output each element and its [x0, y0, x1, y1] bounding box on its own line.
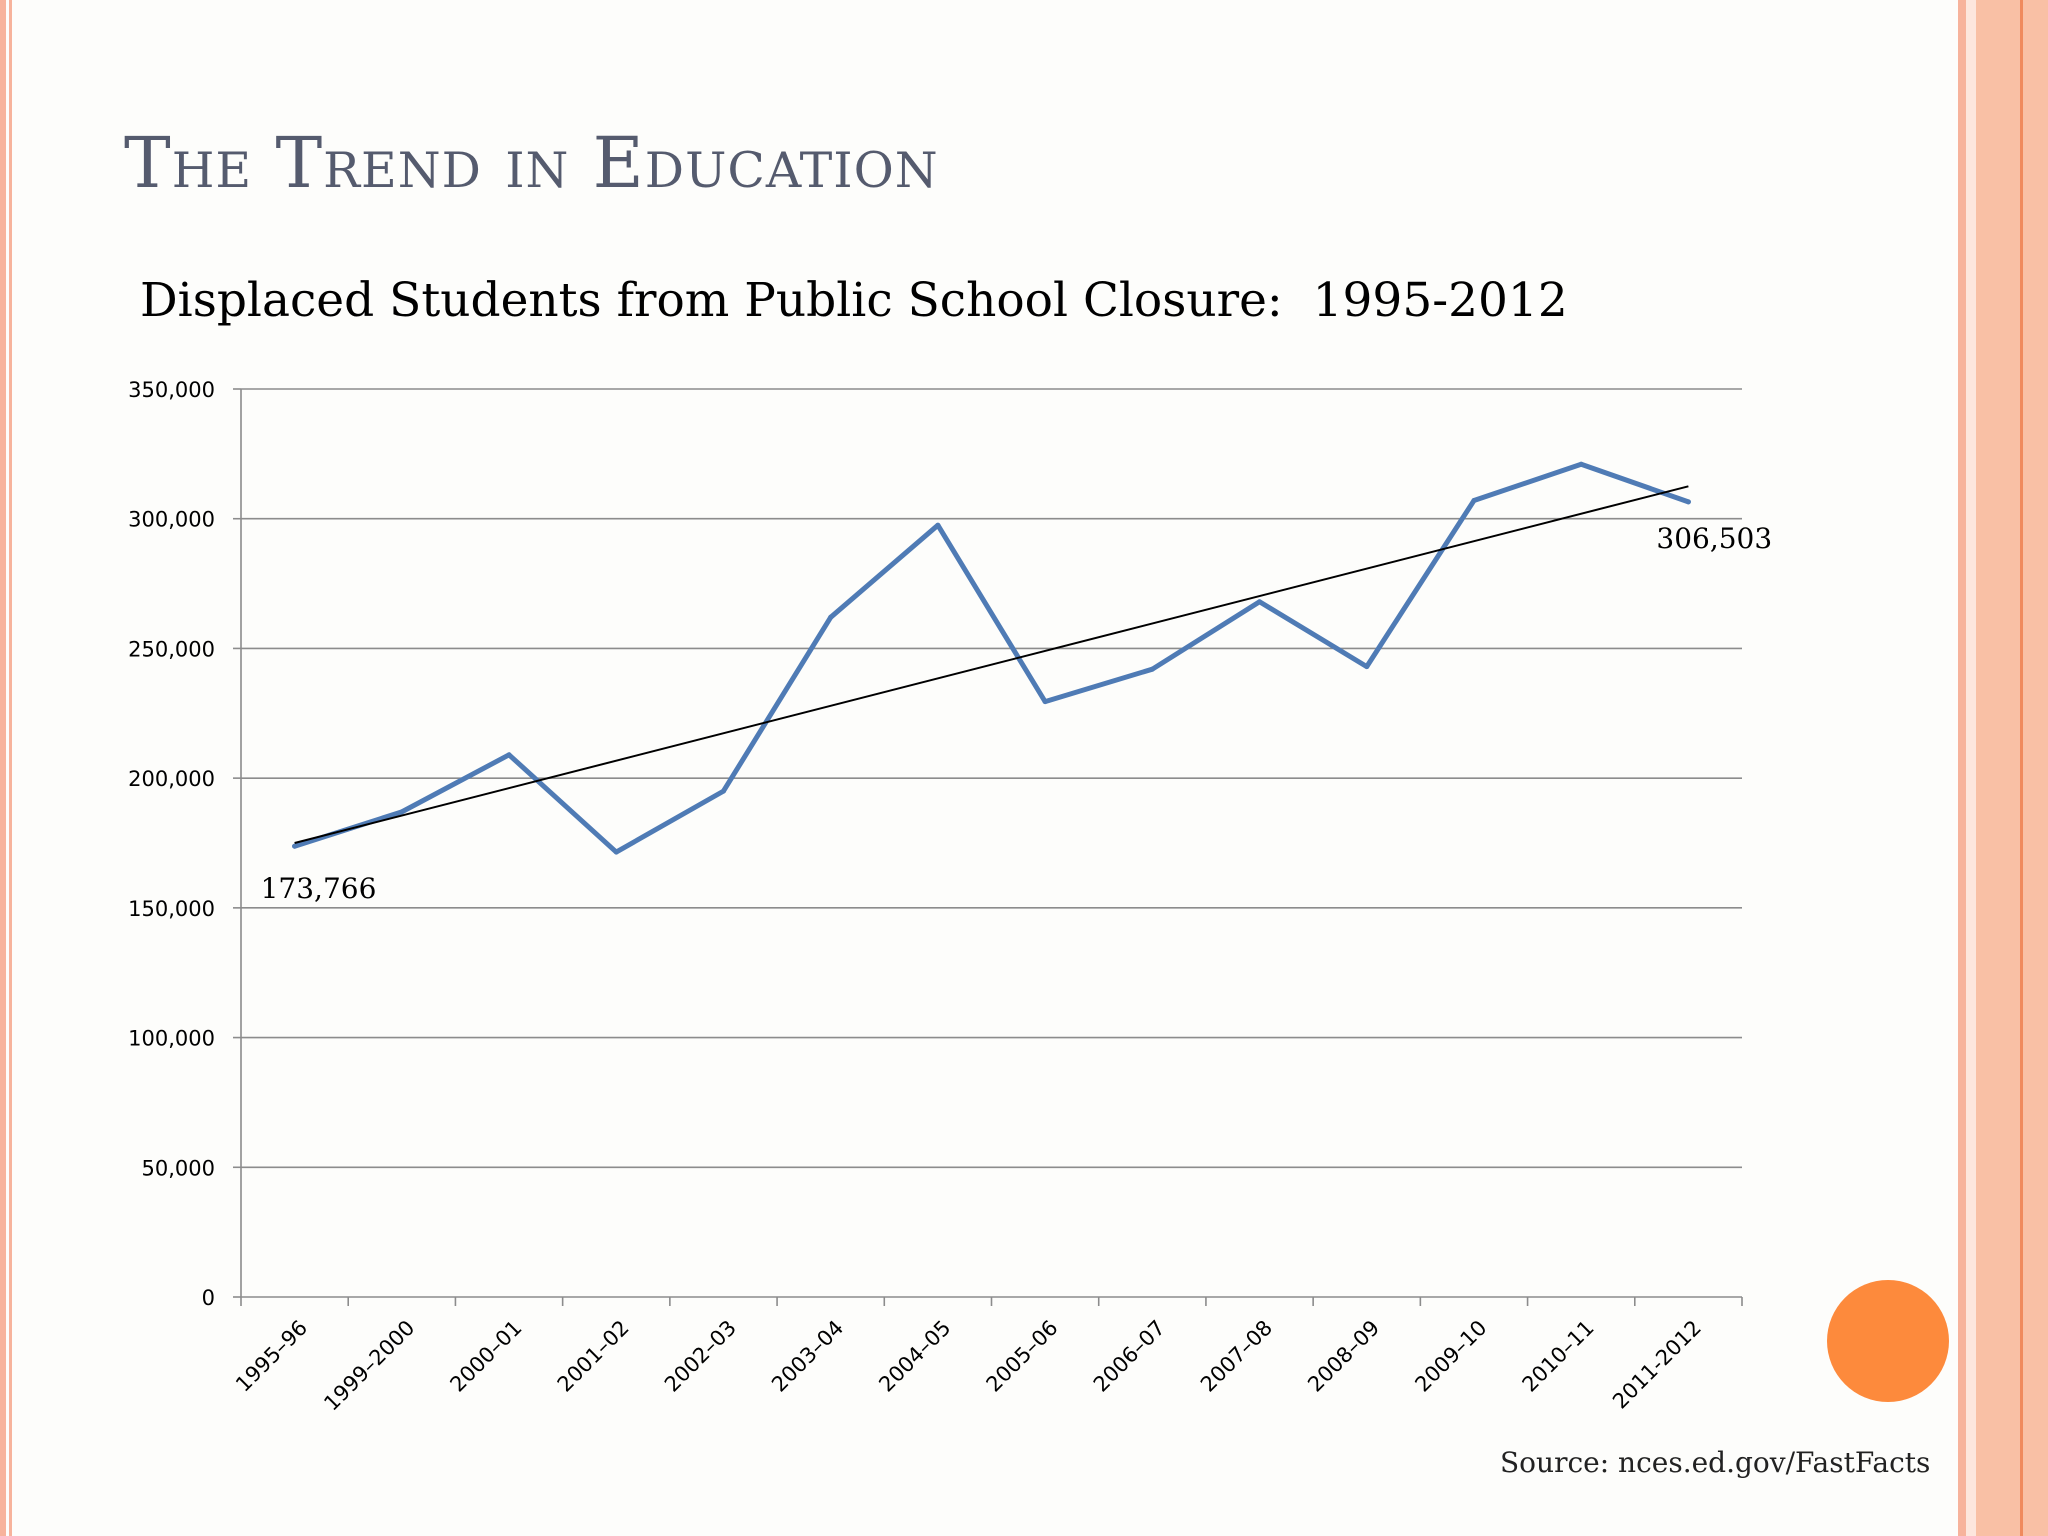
y-tick-label: 300,000: [128, 508, 215, 532]
data-point: [1685, 499, 1691, 505]
y-tick-label: 250,000: [128, 637, 215, 661]
x-tick-label: 2010–11: [1518, 1316, 1599, 1397]
border-stripe: [2023, 0, 2048, 1536]
border-stripe: [1976, 0, 2020, 1536]
data-label-last: 306,503: [1656, 522, 1772, 555]
data-point: [1149, 666, 1155, 672]
data-point: [1471, 498, 1477, 504]
data-point: [935, 522, 941, 528]
border-stripe: [1958, 0, 1966, 1536]
y-tick-labels: 0 50,000 100,000 150,000 200,000 250,000 300,0…: [128, 378, 215, 1310]
x-tick-label: 2008–09: [1303, 1316, 1384, 1397]
series-layer: [292, 461, 1691, 855]
data-label-first: 173,766: [261, 872, 377, 905]
border-stripe: [1966, 0, 1976, 1536]
y-tick-label: 200,000: [128, 767, 215, 791]
x-tick-label: 2009–10: [1410, 1316, 1491, 1397]
y-tick-label: 150,000: [128, 897, 215, 921]
data-point: [1042, 699, 1048, 705]
x-tick-label: 1999–2000: [319, 1316, 419, 1416]
slide-title: The Trend in Education: [124, 122, 939, 204]
data-point: [292, 843, 298, 849]
y-tick-label: 350,000: [128, 378, 215, 402]
gridlines: [241, 388, 1742, 1169]
decorative-circle: [1827, 1280, 1949, 1402]
y-tick-label: 0: [202, 1286, 215, 1310]
data-point: [506, 752, 512, 758]
data-point: [720, 788, 726, 794]
data-point: [399, 809, 405, 815]
x-tick-label: 2002–03: [660, 1316, 741, 1397]
data-point: [613, 849, 619, 855]
x-tick-label: 2006–07: [1089, 1316, 1170, 1397]
y-tick-label: 50,000: [142, 1156, 215, 1180]
x-tick-label: 2003–04: [767, 1316, 848, 1397]
axes: [233, 388, 1743, 1306]
border-stripe: [2020, 0, 2023, 1536]
line-chart: Displaced Students from Public School Cl…: [128, 273, 1773, 1416]
data-point: [1364, 664, 1370, 670]
data-point: [1578, 461, 1584, 467]
x-tick-label: 2011-2012: [1608, 1316, 1706, 1414]
series-line: [292, 461, 1691, 855]
trendline: [294, 485, 1689, 844]
x-tick-labels: 1995–96 1999–2000 2000–01 2001–02 2002–03 200…: [231, 1316, 1706, 1416]
annotations: 173,766 306,503: [261, 522, 1773, 905]
border-stripe: [9, 0, 12, 1536]
x-tick-label: 2005–06: [982, 1316, 1063, 1397]
x-tick-label: 2004–05: [874, 1316, 955, 1397]
data-point: [828, 614, 834, 620]
source-citation: Source: nces.ed.gov/FastFacts: [1500, 1446, 1931, 1479]
x-tick-label: 2007–08: [1196, 1316, 1277, 1397]
x-tick-label: 1995–96: [231, 1316, 312, 1397]
border-stripe: [0, 0, 6, 1536]
x-tick-label: 2001–02: [553, 1316, 634, 1397]
x-tick-label: 2000–01: [445, 1316, 526, 1397]
y-tick-label: 100,000: [128, 1027, 215, 1051]
data-point: [1257, 599, 1263, 605]
chart-title: Displaced Students from Public School Cl…: [140, 273, 1568, 328]
